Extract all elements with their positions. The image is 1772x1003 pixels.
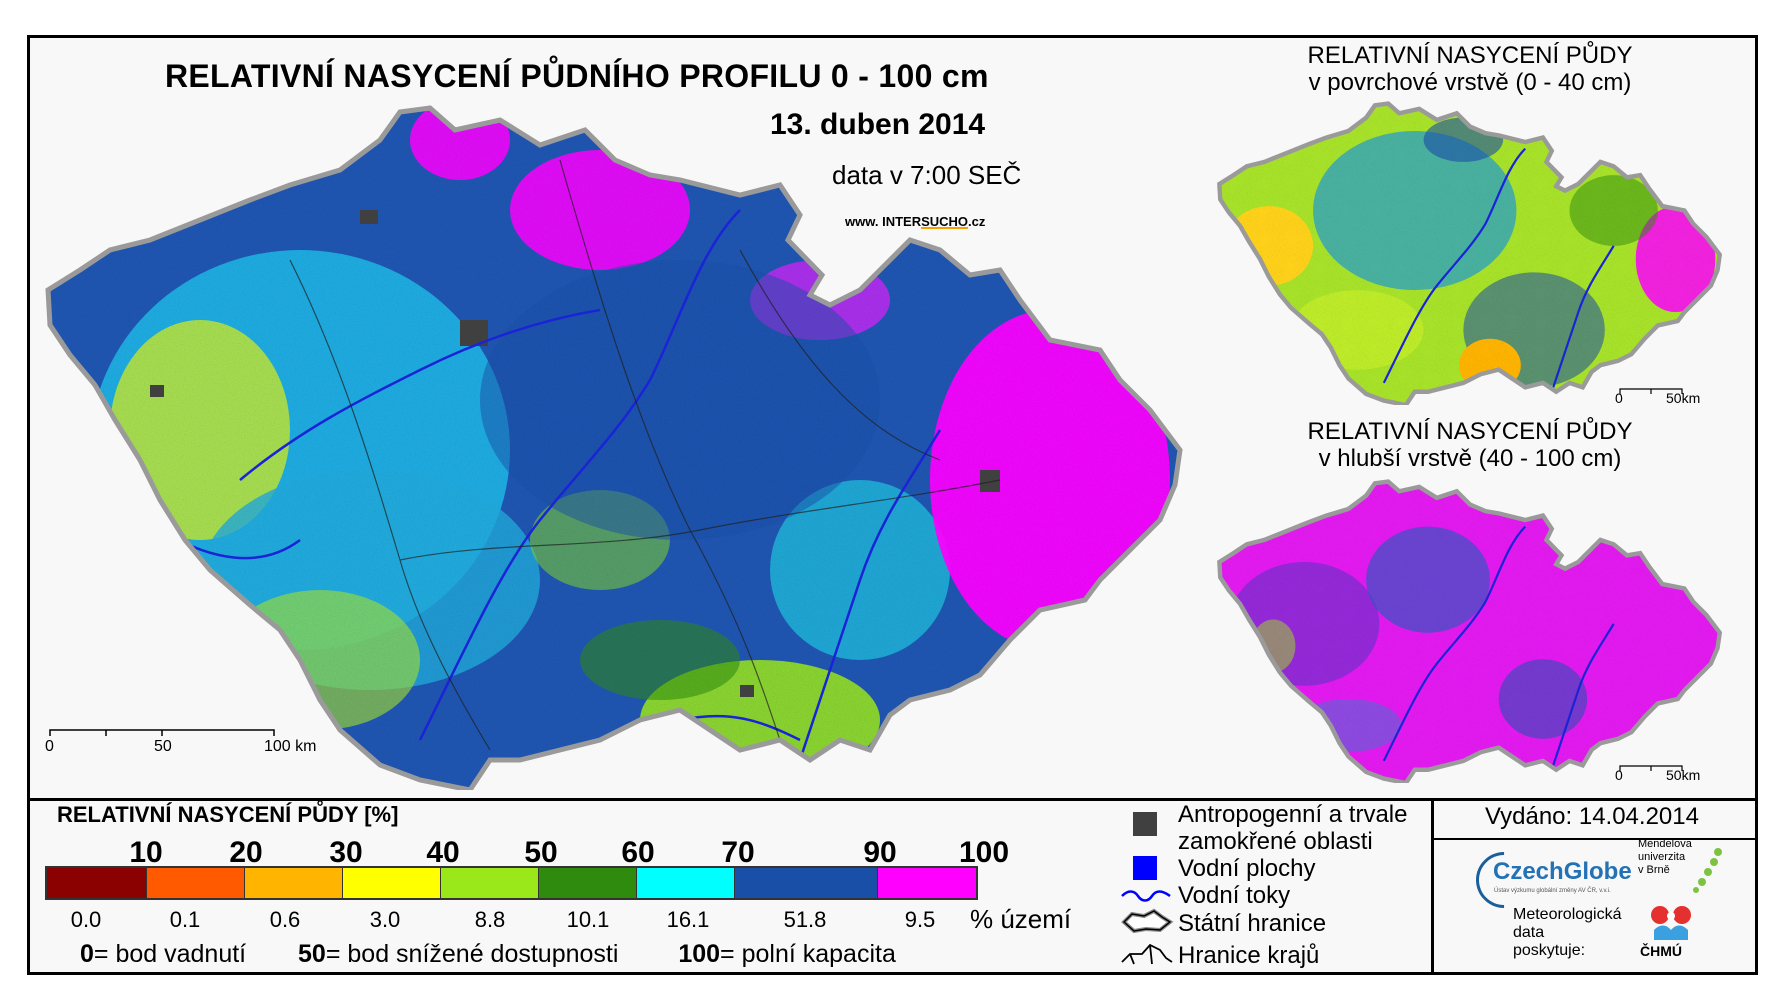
main-scale-50: 50 (154, 738, 172, 755)
legend-tick: 90 (863, 836, 897, 869)
map-date: 13. duben 2014 (770, 108, 986, 141)
legend-swatch (441, 868, 539, 898)
czechglobe-name: CzechGlobe (1493, 858, 1632, 885)
chmu-name: ČHMÚ (1640, 943, 1682, 959)
website-prefix: www. INTER (845, 214, 922, 229)
issued-divider (1431, 838, 1758, 840)
legend-share: 10.1 (566, 907, 610, 932)
inset-bottom-title: RELATIVNÍ NASYCENÍ PŮDY v hlubší vrstvě … (1270, 418, 1670, 472)
mendel-dots-icon (1693, 848, 1722, 893)
def-0-text: = bod vadnutí (93, 940, 247, 968)
anthropogenic-label-line1: Antropogenní a trvale (1178, 801, 1408, 828)
legend-tick: 60 (621, 836, 655, 869)
legend-title: RELATIVNÍ NASYCENÍ PŮDY [%] (57, 802, 399, 827)
anthropogenic-label-line2: zamokřené oblasti (1178, 828, 1373, 855)
inset-bottom-scale-0: 0 (1615, 767, 1623, 783)
def-50-num: 50 (298, 940, 326, 968)
region-border-label: Hranice krajů (1178, 942, 1320, 969)
legend-swatch (539, 868, 637, 898)
issued-date: Vydáno: 14.04.2014 (1485, 803, 1699, 830)
website-link[interactable]: www. INTERSUCHO.cz (845, 214, 985, 229)
water-bodies-label: Vodní plochy (1178, 855, 1316, 882)
czechglobe-logo: CzechGlobe Ústav výzkumu globální změny … (1464, 840, 1632, 920)
inset-bottom-scale-end: 50km (1666, 767, 1701, 783)
inset-bottom-map (1205, 478, 1735, 783)
legend-divider (27, 798, 1758, 801)
inset-bottom-title-line1: RELATIVNÍ NASYCENÍ PŮDY (1307, 418, 1633, 445)
inset-top-title: RELATIVNÍ NASYCENÍ PŮDY v povrchové vrst… (1270, 42, 1670, 96)
main-scale-bar (49, 729, 275, 736)
def-100-num: 100 (678, 940, 721, 968)
anthropogenic-swatch (1133, 812, 1157, 836)
inset-top-title-line2: v povrchové vrstvě (0 - 40 cm) (1308, 69, 1632, 96)
inset-top-scale-bar (1619, 388, 1683, 394)
legend-swatch (735, 868, 878, 898)
website-accent: SUCHO (921, 214, 969, 229)
legend-swatch (343, 868, 441, 898)
legend-share: 0.0 (70, 907, 102, 932)
legend-share: 51.8 (783, 907, 827, 932)
legend-definitions: 0= bod vadnutí 50= bod snížené dostupnos… (80, 940, 896, 969)
state-border-label: Státní hranice (1178, 910, 1327, 937)
provider-divider (1431, 798, 1434, 975)
meteo-provider-text: Meteorologická data poskytuje: (1513, 906, 1622, 960)
legend-tick: 100 (958, 836, 1010, 869)
def-100-text: = polní kapacita (720, 940, 896, 968)
main-scale-100: 100 km (264, 738, 317, 755)
legend-swatch (47, 868, 147, 898)
map-title: RELATIVNÍ NASYCENÍ PŮDNÍHO PROFILU 0 - 1… (165, 58, 989, 94)
website-suffix: .cz (968, 214, 986, 229)
inset-top-scale-0: 0 (1615, 390, 1623, 406)
legend-swatch (147, 868, 245, 898)
legend-share: 8.8 (474, 907, 506, 932)
data-time: data v 7:00 SEČ (832, 160, 1022, 190)
legend-swatch (878, 868, 976, 898)
legend-swatch (245, 868, 343, 898)
legend-share: 3.0 (369, 907, 401, 932)
legend-tick: 40 (426, 836, 460, 869)
meteo-line3: poskytuje: (1513, 942, 1586, 959)
legend-share: 0.1 (169, 907, 201, 932)
legend-tick: 10 (129, 836, 163, 869)
inset-bottom-title-line2: v hlubší vrstvě (40 - 100 cm) (1318, 445, 1622, 472)
mendel-university-logo: Mendelova univerzita v Brně (1638, 838, 1692, 877)
legend-share: 16.1 (666, 907, 710, 932)
meteo-line1: Meteorologická (1513, 906, 1622, 923)
inset-top-map (1205, 100, 1735, 405)
legend-share: 0.6 (269, 907, 301, 932)
legend-tick: 70 (721, 836, 755, 869)
legend-tick: 30 (329, 836, 363, 869)
region-border-icon (1121, 943, 1173, 965)
legend-tick: 20 (229, 836, 263, 869)
water-body-swatch (1133, 856, 1157, 880)
inset-bottom-scale-bar (1619, 765, 1683, 771)
main-scale-0: 0 (45, 738, 54, 755)
legend-color-bar (45, 866, 978, 900)
mendel-line2: univerzita (1638, 851, 1686, 863)
legend-tick: 50 (524, 836, 558, 869)
mendel-line1: Mendelova (1638, 838, 1692, 850)
water-courses-label: Vodní toky (1178, 882, 1291, 909)
chmu-logo-icon (1651, 906, 1691, 940)
czechglobe-sub: Ústav výzkumu globální změny AV ČR, v.v.… (1494, 888, 1611, 894)
inset-top-scale-end: 50km (1666, 390, 1701, 406)
legend-swatch (637, 868, 735, 898)
state-border-icon (1121, 908, 1174, 934)
main-map (45, 105, 1183, 790)
legend-share: 9.5 (904, 907, 936, 932)
inset-top-title-line1: RELATIVNÍ NASYCENÍ PŮDY (1307, 42, 1633, 69)
mendel-line3: v Brně (1638, 864, 1670, 876)
def-0-num: 0 (80, 940, 94, 968)
meteo-line2: data (1513, 924, 1545, 941)
def-50-text: = bod snížené dostupnosti (325, 940, 619, 968)
legend-share-unit: % území (970, 904, 1072, 934)
water-course-icon (1121, 890, 1171, 902)
